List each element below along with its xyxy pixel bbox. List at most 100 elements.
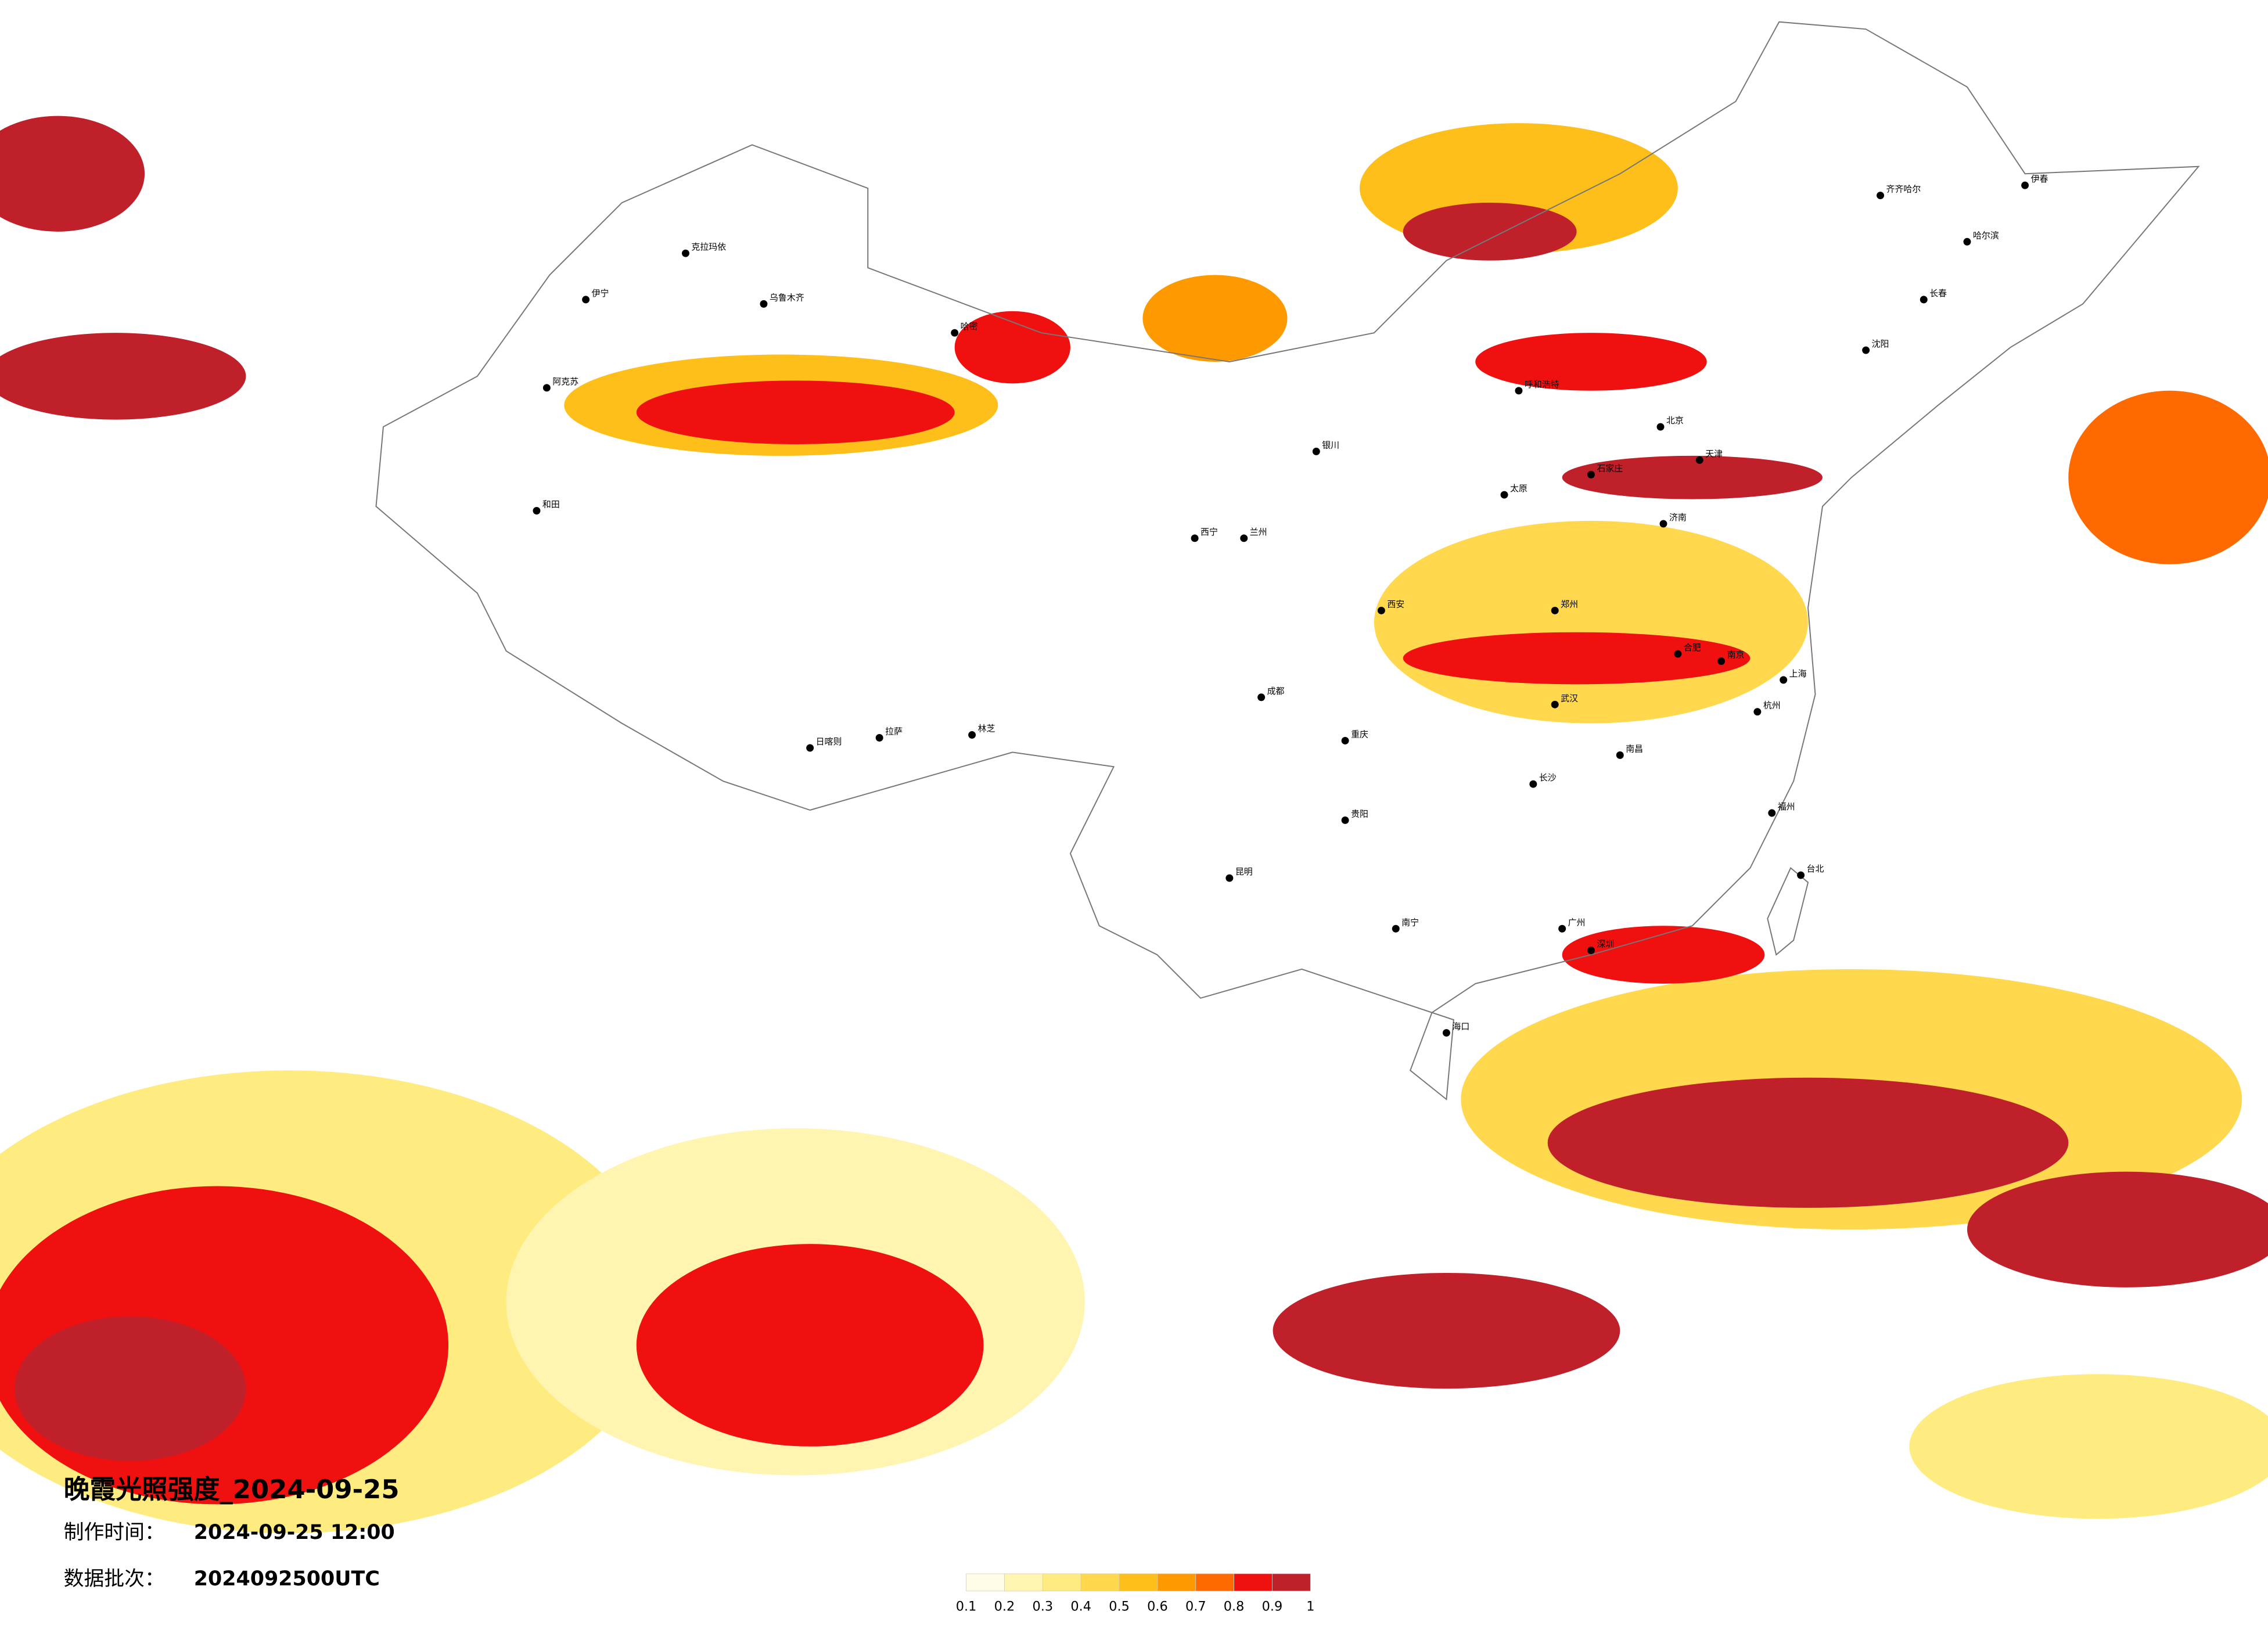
city-label: 阿克苏 xyxy=(552,376,578,387)
intensity-patch xyxy=(1562,455,1823,499)
colorbar-tick-label: 0.7 xyxy=(1185,1599,1206,1614)
city-dot xyxy=(1717,657,1726,665)
intensity-patch xyxy=(1403,632,1751,685)
map-title: 晚霞光照强度_2024-09-25 xyxy=(64,1474,400,1505)
city-dot xyxy=(533,507,541,515)
city-label: 呼和浩特 xyxy=(1525,379,1559,390)
colorbar-tick-label: 0.3 xyxy=(1033,1599,1054,1614)
city-dot xyxy=(1862,346,1870,354)
intensity-patch xyxy=(0,333,246,420)
city-dot xyxy=(760,300,768,308)
city-label: 贵阳 xyxy=(1351,808,1368,819)
city-label: 乌鲁木齐 xyxy=(770,292,804,303)
city-dot xyxy=(1674,650,1682,658)
city-label: 西安 xyxy=(1387,599,1404,609)
intensity-patch xyxy=(1403,203,1577,261)
city-dot xyxy=(1312,447,1320,455)
city-label: 齐齐哈尔 xyxy=(1886,184,1921,195)
city-dot xyxy=(951,329,959,337)
city-label: 深圳 xyxy=(1597,939,1614,949)
colorbar-tick-label: 0.2 xyxy=(994,1599,1015,1614)
city-dot xyxy=(582,296,590,304)
intensity-patch xyxy=(2068,390,2268,564)
colorbar-tick-label: 0.8 xyxy=(1224,1599,1245,1614)
city-dot xyxy=(1551,606,1559,614)
city-label: 成都 xyxy=(1267,686,1285,696)
colorbar-swatch xyxy=(966,1573,1005,1592)
city-dot xyxy=(1551,700,1559,708)
city-label: 重庆 xyxy=(1351,729,1368,740)
city-label: 日喀则 xyxy=(816,736,842,747)
country-outline xyxy=(375,21,2200,1101)
city-label: 林芝 xyxy=(978,724,995,734)
city-label: 台北 xyxy=(1807,864,1824,874)
intensity-patch xyxy=(1475,333,1707,391)
city-dot xyxy=(1240,534,1248,542)
intensity-patch xyxy=(1562,926,1765,984)
city-label: 哈密 xyxy=(961,321,978,332)
intensity-patch xyxy=(0,116,145,232)
city-label: 兰州 xyxy=(1250,527,1267,537)
city-label: 杭州 xyxy=(1763,700,1781,711)
colorbar-tick-label: 0.1 xyxy=(956,1599,977,1614)
intensity-patch xyxy=(636,380,955,444)
city-dot xyxy=(1656,423,1665,431)
intensity-patch xyxy=(1142,275,1288,362)
city-dot xyxy=(1797,871,1805,879)
city-dot xyxy=(1587,470,1595,479)
colorbar-tick-label: 0.5 xyxy=(1109,1599,1130,1614)
intensity-patch xyxy=(1547,1077,2069,1208)
colorbar: 0.1 0.2 0.3 0.4 0.5 0.6 0.7 0.8 0.9 1 xyxy=(956,1573,1314,1614)
city-label: 海口 xyxy=(1452,1021,1469,1032)
city-label: 昆明 xyxy=(1235,866,1253,877)
colorbar-swatch xyxy=(1272,1573,1311,1592)
batch: 2024092500UTC xyxy=(194,1567,380,1591)
city-dot xyxy=(1442,1029,1450,1037)
colorbar-swatch xyxy=(1157,1573,1196,1592)
city-label: 太原 xyxy=(1510,483,1527,494)
colorbar-swatch xyxy=(1042,1573,1081,1592)
city-dot xyxy=(1341,816,1349,824)
city-label: 南京 xyxy=(1727,650,1745,660)
city-label: 伊春 xyxy=(2031,174,2048,184)
city-dot xyxy=(1920,296,1928,304)
city-dot xyxy=(1529,780,1537,788)
city-dot xyxy=(1616,751,1624,759)
city-dot xyxy=(1695,456,1703,464)
city-dot xyxy=(875,734,883,742)
city-dot xyxy=(1377,606,1385,614)
colorbar-swatch xyxy=(1004,1573,1043,1592)
city-dot xyxy=(1392,924,1400,933)
city-label: 沈阳 xyxy=(1872,339,1889,349)
city-dot xyxy=(1341,737,1349,744)
batch-label: 数据批次： xyxy=(64,1567,165,1591)
intensity-patch xyxy=(1967,1171,2268,1287)
city-label: 南宁 xyxy=(1401,917,1419,927)
city-dot xyxy=(542,384,551,392)
colorbar-swatch xyxy=(1234,1573,1273,1592)
intensity-field xyxy=(0,116,2268,1534)
city-label: 银川 xyxy=(1322,440,1339,450)
taiwan-outline xyxy=(1767,867,1809,956)
city-dot xyxy=(1257,693,1266,702)
city-dot xyxy=(2021,181,2029,189)
colorbar-tick-label: 0.4 xyxy=(1070,1599,1091,1614)
intensity-patch xyxy=(14,1316,246,1461)
intensity-patch xyxy=(1273,1272,1620,1389)
intensity-patch xyxy=(636,1244,984,1447)
city-dot xyxy=(1768,809,1776,817)
city-dot xyxy=(1515,387,1523,395)
city-dot xyxy=(1780,676,1788,684)
city-label: 拉萨 xyxy=(885,726,903,737)
city-dot xyxy=(1877,192,1885,200)
city-dot xyxy=(1500,491,1508,499)
city-label: 广州 xyxy=(1568,917,1586,927)
city-dot xyxy=(1963,238,1971,246)
production-time: 2024-09-25 12:00 xyxy=(194,1521,395,1544)
city-label: 合肥 xyxy=(1684,642,1701,653)
intensity-patch xyxy=(1909,1374,2268,1519)
intensity-patch xyxy=(1374,520,1809,724)
city-dot xyxy=(806,744,814,752)
